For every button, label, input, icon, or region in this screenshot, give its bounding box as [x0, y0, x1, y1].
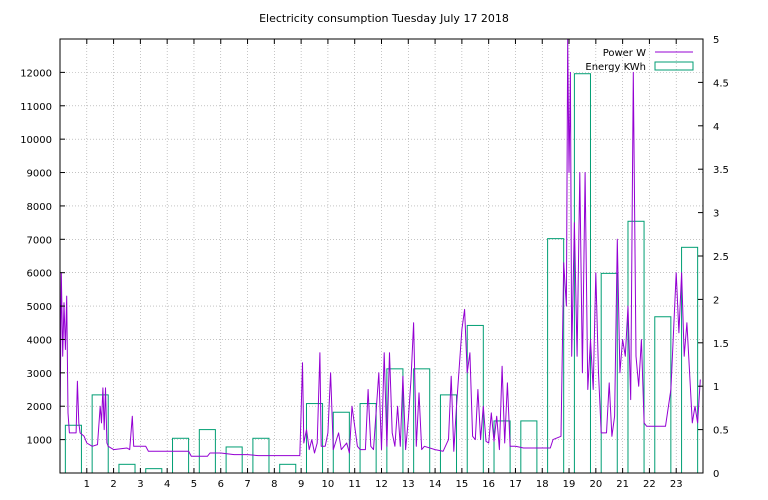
y-tick-label: 8000 [27, 202, 52, 213]
y2-tick-label: 0 [713, 469, 719, 480]
grid [60, 39, 703, 473]
energy-bar [225, 446, 243, 474]
x-tick-label: 17 [509, 479, 522, 490]
x-tick-label: 1 [84, 479, 90, 490]
y2-tick-label: 0.5 [713, 426, 729, 437]
y2-tick-label: 2 [713, 295, 719, 306]
energy-bar [466, 324, 484, 474]
legend-swatch-energy [654, 61, 694, 71]
x-tick-label: 19 [563, 479, 576, 490]
energy-bar [198, 429, 216, 474]
y-tick-label: 7000 [27, 235, 52, 246]
energy-bar [386, 368, 404, 474]
x-tick-label: 20 [589, 479, 602, 490]
y-tick-label: 12000 [20, 68, 52, 79]
x-tick-label: 14 [429, 479, 442, 490]
x-tick-label: 12 [375, 479, 388, 490]
y2-tick-label: 2.5 [713, 252, 729, 263]
y2-tick-label: 4 [713, 122, 719, 133]
x-tick-label: 13 [402, 479, 415, 490]
y2-tick-label: 4.5 [713, 78, 729, 89]
y2-tick-label: 1.5 [713, 339, 729, 350]
energy-bar [359, 403, 377, 474]
y-tick-label: 9000 [27, 169, 52, 180]
legend-label-energy: Energy KWh [585, 62, 646, 73]
x-tick-label: 2 [110, 479, 116, 490]
energy-bar [654, 316, 672, 474]
energy-bar [547, 238, 565, 474]
y-tick-label: 1000 [27, 436, 52, 447]
energy-bar [279, 463, 297, 474]
energy-bar [520, 420, 538, 474]
energy-bar [681, 246, 699, 474]
x-tick-label: 6 [218, 479, 224, 490]
x-tick-label: 8 [271, 479, 277, 490]
energy-bar [118, 463, 136, 474]
x-tick-label: 3 [137, 479, 143, 490]
y2-tick-label: 3 [713, 209, 719, 220]
energy-bar [493, 420, 511, 474]
x-tick-label: 10 [322, 479, 335, 490]
x-tick-label: 7 [244, 479, 250, 490]
x-tick-label: 18 [536, 479, 549, 490]
y-tick-label: 5000 [27, 302, 52, 313]
y2-tick-label: 3.5 [713, 165, 729, 176]
x-tick-label: 5 [191, 479, 197, 490]
y-tick-label: 10000 [20, 135, 52, 146]
legend-label-power: Power W [603, 48, 646, 59]
y2-tick-label: 1 [713, 382, 719, 393]
y-tick-label: 11000 [20, 102, 52, 113]
power-line [59, 38, 701, 457]
x-tick-label: 22 [643, 479, 656, 490]
y2-tick-label: 5 [713, 35, 719, 46]
energy-bar [573, 73, 591, 474]
x-tick-label: 23 [670, 479, 683, 490]
y-tick-label: 4000 [27, 335, 52, 346]
energy-bar [305, 403, 324, 474]
x-tick-label: 4 [164, 479, 170, 490]
energy-bar [145, 468, 163, 474]
chart-title: Electricity consumption Tuesday July 17 … [259, 12, 509, 25]
y-tick-label: 6000 [27, 269, 52, 280]
energy-bar [172, 437, 190, 474]
x-tick-label: 15 [456, 479, 469, 490]
y-tick-label: 2000 [27, 402, 52, 413]
x-tick-label: 21 [616, 479, 629, 490]
x-tick-label: 16 [482, 479, 495, 490]
x-tick-label: 9 [298, 479, 304, 490]
x-tick-label: 11 [348, 479, 361, 490]
y-tick-label: 3000 [27, 369, 52, 380]
